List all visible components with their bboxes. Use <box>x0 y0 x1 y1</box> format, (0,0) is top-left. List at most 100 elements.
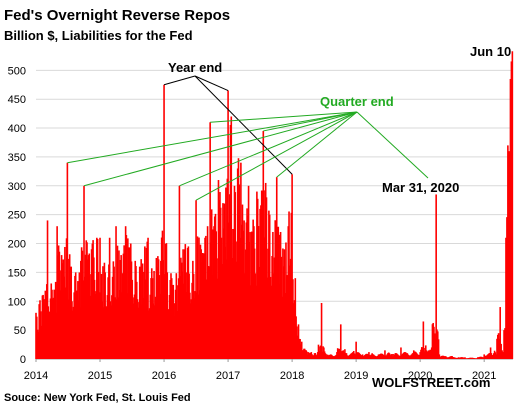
bar <box>371 353 373 359</box>
bar <box>366 353 369 359</box>
bar <box>475 358 477 359</box>
bar <box>461 357 464 359</box>
y-tick-label: 250 <box>8 210 26 222</box>
quarter-end-leader <box>356 111 429 179</box>
bar <box>370 354 373 359</box>
y-tick-label: 0 <box>20 354 26 366</box>
bar <box>362 356 365 359</box>
bar <box>269 276 272 359</box>
watermark: WOLFSTREET.com <box>372 375 490 390</box>
bar <box>420 349 422 359</box>
bar <box>292 279 294 359</box>
bar <box>464 357 466 359</box>
bar <box>480 356 483 359</box>
bar <box>300 341 303 359</box>
bar <box>375 356 377 359</box>
bar <box>484 355 486 359</box>
bar <box>313 353 316 359</box>
bar <box>422 321 425 359</box>
bar <box>407 354 409 359</box>
bar <box>397 355 400 359</box>
bar <box>467 358 469 359</box>
bar <box>379 353 381 359</box>
bar <box>468 357 470 359</box>
bar <box>358 353 361 359</box>
bar <box>161 230 164 359</box>
bar <box>455 357 457 359</box>
bar <box>160 237 163 359</box>
bar <box>310 352 313 359</box>
bar <box>207 266 210 359</box>
bar <box>232 228 235 359</box>
bar <box>413 351 416 359</box>
bar <box>416 354 419 359</box>
bar <box>408 355 411 359</box>
bar <box>464 358 467 359</box>
x-tick-label: 2021 <box>472 370 496 382</box>
bar <box>496 338 498 359</box>
bar <box>463 357 465 359</box>
bar <box>265 197 268 359</box>
bar <box>240 162 242 359</box>
bar <box>458 357 461 359</box>
bar <box>260 205 262 359</box>
chart-title: Fed's Overnight Reverse Repos <box>4 7 230 24</box>
bar <box>473 358 476 359</box>
bar <box>372 354 375 359</box>
bar <box>61 263 64 359</box>
bar <box>343 352 345 359</box>
bar <box>345 353 348 359</box>
bar <box>501 350 503 359</box>
bar <box>356 352 359 359</box>
bar <box>472 357 474 359</box>
bar <box>448 357 450 359</box>
bar <box>300 344 302 359</box>
bar <box>36 329 39 359</box>
bar <box>498 338 501 359</box>
bar <box>393 354 396 359</box>
bar <box>114 297 116 359</box>
bar-series <box>35 51 514 360</box>
bar <box>483 354 485 359</box>
bar <box>312 355 314 359</box>
bar <box>146 241 149 359</box>
bar <box>439 356 441 359</box>
bar <box>64 246 66 359</box>
bar <box>481 357 484 359</box>
annotation-year-end: Year end <box>168 60 222 75</box>
bar <box>144 279 147 359</box>
bar <box>446 357 449 359</box>
bar <box>476 357 479 359</box>
bar <box>504 328 506 359</box>
bar <box>468 357 471 359</box>
bar <box>451 356 453 359</box>
bar <box>344 349 346 359</box>
bar <box>403 352 405 359</box>
bar <box>460 357 463 359</box>
bar <box>436 329 438 359</box>
bar <box>270 285 273 359</box>
y-tick-label: 200 <box>8 239 26 251</box>
bar <box>339 324 342 359</box>
bar <box>402 352 405 359</box>
bar <box>411 353 413 359</box>
bar <box>335 354 337 359</box>
bar <box>453 357 456 359</box>
quarter-end-leader <box>195 111 358 201</box>
bar <box>292 303 295 359</box>
bar <box>194 291 197 359</box>
bar <box>380 353 383 359</box>
bar <box>410 354 413 359</box>
bar <box>40 311 42 359</box>
bar <box>364 354 366 359</box>
bar <box>495 354 497 359</box>
y-tick-label: 50 <box>14 325 26 337</box>
bar <box>261 225 264 359</box>
bar <box>374 356 377 359</box>
bar <box>315 354 317 359</box>
bar <box>364 354 367 359</box>
bar <box>438 354 441 359</box>
bar <box>334 355 337 359</box>
bar <box>376 355 379 359</box>
